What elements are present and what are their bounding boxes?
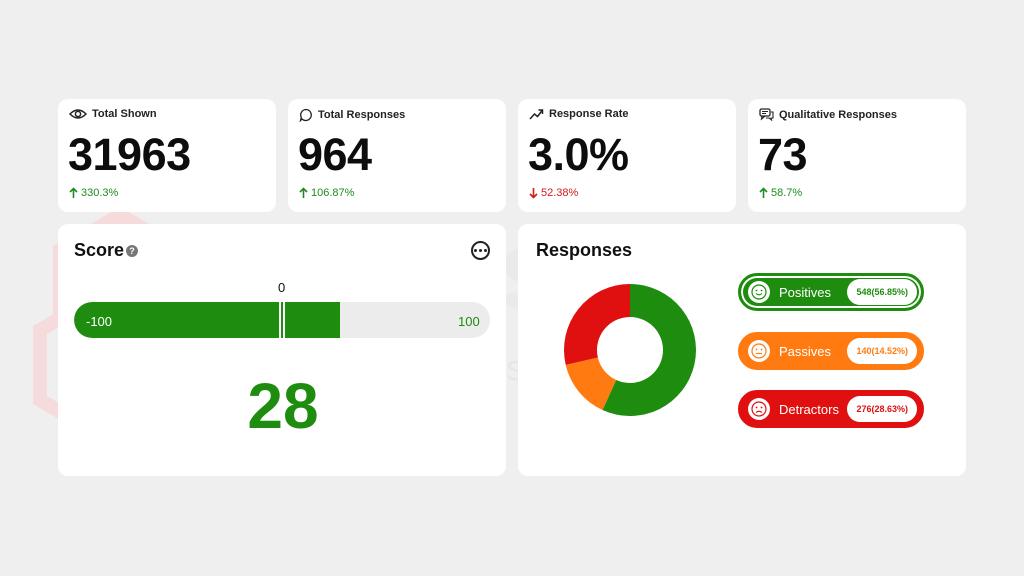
stat-card-total-shown: Total Shown 31963 330.3% bbox=[58, 99, 276, 212]
stat-card-header: Qualitative Responses bbox=[759, 108, 897, 121]
stat-value: 31963 bbox=[68, 129, 191, 180]
responses-title: Responses bbox=[536, 240, 633, 260]
donut-slice-detractor bbox=[564, 284, 630, 365]
stat-change-value: 58.7% bbox=[771, 187, 803, 199]
stat-card-response-rate: Response Rate 3.0% 52.38% bbox=[518, 99, 736, 212]
donut-slice-passive bbox=[565, 357, 617, 410]
stat-label: Total Shown bbox=[92, 108, 157, 120]
legend-positives[interactable]: Positives 548(56.85%) bbox=[738, 273, 924, 311]
sad-face-icon bbox=[748, 398, 770, 420]
score-panel: Score ? 0 -100 100 28 bbox=[58, 224, 506, 476]
score-value: 28 bbox=[247, 370, 319, 442]
legend-passives[interactable]: Passives 140(14.52%) bbox=[738, 332, 924, 370]
donut-slice-positive bbox=[602, 284, 696, 416]
arrow-down-icon bbox=[529, 188, 538, 199]
gauge-min-label: -100 bbox=[86, 314, 113, 329]
responses-panel: Responses Positives 548(56.85%) Passives… bbox=[518, 224, 966, 476]
stat-change: 106.87% bbox=[299, 187, 354, 199]
stat-change-value: 106.87% bbox=[311, 187, 355, 199]
score-gauge bbox=[74, 302, 490, 338]
stat-change: 52.38% bbox=[529, 187, 578, 199]
stat-change: 58.7% bbox=[759, 187, 802, 199]
legend-label: Positives bbox=[779, 284, 832, 300]
stat-card-total-responses: Total Responses 964 106.87% bbox=[288, 99, 506, 212]
neutral-face-icon bbox=[748, 340, 770, 362]
legend-count: 276(28.63%) bbox=[847, 396, 917, 422]
gauge-zero-label: 0 bbox=[278, 280, 286, 295]
question-icon[interactable]: ? bbox=[126, 245, 138, 257]
smile-face-icon bbox=[748, 281, 770, 303]
chat-icon bbox=[759, 108, 774, 121]
stat-value: 73 bbox=[758, 129, 808, 180]
stat-value: 3.0% bbox=[528, 129, 629, 180]
legend-count: 140(14.52%) bbox=[847, 338, 917, 364]
stat-change-value: 52.38% bbox=[541, 187, 579, 199]
legend-count: 548(56.85%) bbox=[847, 279, 917, 305]
legend-detractors[interactable]: Detractors 276(28.63%) bbox=[738, 390, 924, 428]
score-gauge-fill bbox=[74, 302, 341, 338]
stat-label: Response Rate bbox=[549, 108, 629, 120]
score-gauge-midline bbox=[279, 302, 285, 338]
score-title: Score bbox=[74, 240, 125, 260]
responses-donut-chart bbox=[564, 284, 696, 416]
stat-value: 964 bbox=[298, 129, 372, 180]
arrow-up-icon bbox=[69, 187, 78, 198]
stat-card-header: Total Responses bbox=[299, 108, 405, 122]
trend-up-icon bbox=[529, 109, 544, 120]
stat-card-qualitative-responses: Qualitative Responses 73 58.7% bbox=[748, 99, 966, 212]
legend-label: Detractors bbox=[779, 401, 839, 417]
stat-change-value: 330.3% bbox=[81, 187, 119, 199]
stat-change: 330.3% bbox=[69, 187, 118, 199]
stat-label: Qualitative Responses bbox=[779, 108, 897, 121]
speech-bubble-icon bbox=[299, 108, 312, 122]
eye-icon bbox=[69, 109, 87, 119]
more-icon[interactable] bbox=[471, 241, 490, 260]
arrow-up-icon bbox=[759, 187, 768, 198]
stat-label: Total Responses bbox=[318, 109, 406, 121]
stat-card-header: Response Rate bbox=[529, 108, 628, 120]
legend-label: Passives bbox=[779, 343, 832, 359]
arrow-up-icon bbox=[299, 187, 308, 198]
gauge-max-label: 100 bbox=[458, 314, 480, 329]
stat-card-header: Total Shown bbox=[69, 108, 157, 120]
